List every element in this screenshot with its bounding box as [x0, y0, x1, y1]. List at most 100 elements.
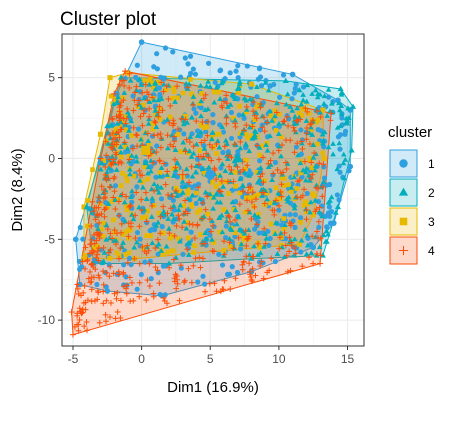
point-cluster-2	[192, 169, 199, 175]
point-cluster-3	[113, 126, 119, 132]
point-cluster-4	[205, 118, 211, 125]
point-cluster-4	[199, 200, 206, 206]
point-cluster-4	[209, 222, 216, 229]
point-cluster-3	[197, 207, 203, 213]
point-cluster-4	[315, 218, 322, 225]
point-cluster-4	[72, 324, 78, 330]
point-cluster-4	[280, 118, 287, 125]
point-cluster-4	[115, 271, 122, 278]
point-cluster-4	[156, 157, 163, 164]
point-cluster-2	[340, 151, 347, 157]
point-cluster-2	[154, 183, 161, 189]
point-cluster-4	[105, 175, 112, 182]
point-cluster-3	[302, 199, 308, 204]
point-cluster-2	[145, 164, 152, 170]
point-cluster-2	[96, 193, 103, 199]
point-cluster-1	[283, 236, 289, 242]
point-cluster-3	[214, 151, 219, 156]
point-cluster-4	[125, 259, 131, 266]
point-cluster-4	[257, 173, 264, 180]
point-cluster-1	[304, 190, 310, 197]
point-cluster-4	[311, 150, 318, 156]
point-cluster-1	[229, 264, 235, 270]
point-cluster-4	[234, 164, 241, 170]
point-cluster-4	[169, 193, 176, 200]
point-cluster-3	[92, 245, 97, 251]
point-cluster-4	[319, 184, 326, 190]
point-cluster-1	[236, 112, 242, 118]
point-cluster-2	[103, 236, 110, 242]
point-cluster-2	[186, 148, 193, 154]
point-cluster-4	[266, 267, 273, 274]
point-cluster-1	[298, 127, 304, 133]
point-cluster-3	[248, 81, 254, 87]
point-cluster-4	[95, 257, 102, 264]
legend-marker	[399, 217, 408, 226]
point-cluster-3	[301, 202, 307, 208]
point-cluster-4	[103, 152, 110, 159]
point-cluster-4	[82, 299, 89, 306]
point-cluster-4	[307, 121, 313, 128]
point-cluster-1	[267, 235, 273, 242]
point-cluster-1	[300, 84, 307, 90]
point-cluster-2	[315, 91, 321, 97]
point-cluster-4	[105, 249, 112, 256]
point-cluster-4	[144, 277, 151, 283]
point-cluster-2	[128, 118, 135, 124]
point-cluster-4	[110, 194, 117, 201]
point-cluster-4	[208, 228, 215, 235]
point-cluster-4	[121, 82, 127, 89]
point-cluster-3	[271, 117, 276, 123]
point-cluster-1	[178, 74, 184, 80]
point-cluster-4	[132, 212, 139, 219]
point-cluster-2	[303, 98, 310, 104]
point-cluster-4	[109, 141, 116, 147]
point-cluster-3	[307, 156, 312, 161]
point-cluster-2	[187, 133, 194, 139]
point-cluster-2	[239, 182, 246, 188]
point-cluster-3	[301, 106, 307, 112]
point-cluster-2	[232, 207, 239, 213]
point-cluster-2	[203, 83, 210, 89]
legend-marker	[399, 159, 408, 168]
point-cluster-3	[125, 70, 131, 76]
point-cluster-2	[297, 160, 304, 166]
point-cluster-4	[299, 263, 306, 270]
point-cluster-4	[81, 283, 88, 289]
point-cluster-4	[224, 100, 230, 107]
point-cluster-4	[88, 237, 95, 243]
point-cluster-4	[213, 176, 219, 183]
point-cluster-1	[324, 224, 330, 230]
point-cluster-4	[101, 206, 108, 213]
point-cluster-4	[273, 109, 280, 116]
point-cluster-3	[114, 250, 120, 256]
point-cluster-4	[316, 160, 323, 167]
point-cluster-4	[187, 139, 193, 145]
point-cluster-4	[285, 268, 291, 275]
point-cluster-4	[109, 235, 115, 242]
point-cluster-1	[123, 274, 129, 280]
point-cluster-2	[200, 166, 206, 172]
legend-title: cluster	[388, 124, 432, 141]
point-cluster-4	[117, 111, 124, 118]
point-cluster-2	[118, 149, 124, 155]
point-cluster-2	[349, 103, 357, 109]
point-cluster-4	[239, 188, 246, 195]
point-cluster-3	[123, 144, 128, 150]
point-cluster-3	[178, 149, 184, 154]
point-cluster-1	[241, 115, 247, 121]
point-cluster-2	[263, 142, 269, 148]
point-cluster-3	[160, 252, 166, 257]
point-cluster-2	[323, 228, 330, 234]
point-cluster-3	[81, 256, 87, 262]
point-cluster-3	[126, 228, 131, 233]
point-cluster-2	[172, 98, 178, 104]
point-cluster-4	[106, 183, 113, 190]
point-cluster-4	[276, 245, 283, 252]
point-cluster-4	[199, 119, 206, 125]
point-cluster-2	[243, 142, 249, 148]
point-cluster-2	[241, 169, 248, 175]
point-cluster-2	[197, 82, 204, 88]
point-cluster-2	[312, 167, 318, 173]
point-cluster-4	[223, 115, 230, 121]
